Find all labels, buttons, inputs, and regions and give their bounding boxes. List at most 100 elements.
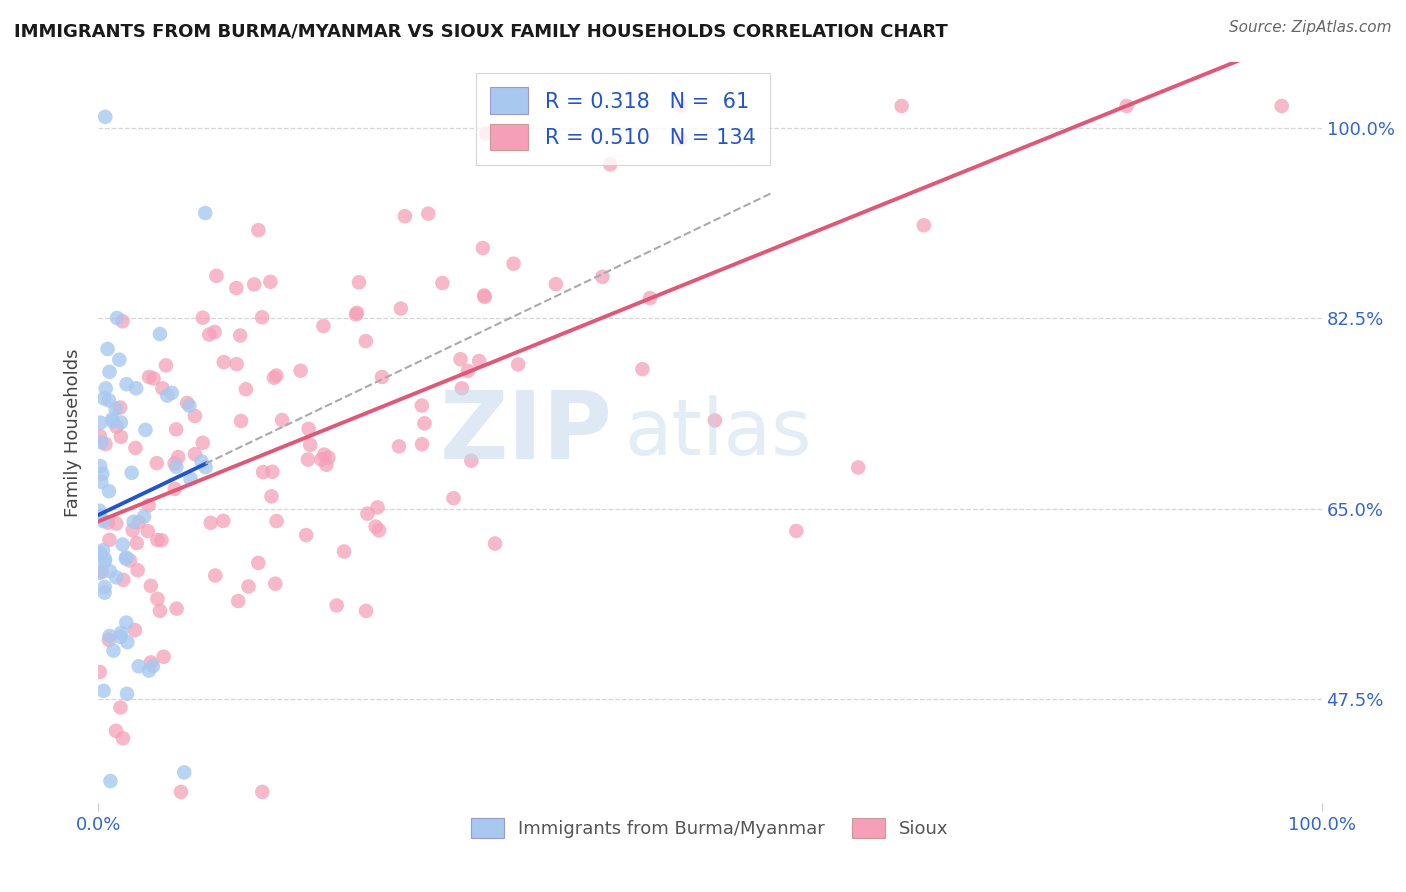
- Text: atlas: atlas: [624, 394, 811, 471]
- Point: [105, 310, 128, 325]
- Point: [260, 490, 283, 504]
- Point: [356, 507, 378, 521]
- Point: [484, 536, 506, 550]
- Point: [97, 484, 120, 499]
- Point: [98, 533, 121, 547]
- Point: [266, 514, 288, 528]
- Point: [443, 491, 465, 506]
- Point: [89, 665, 111, 679]
- Point: [118, 553, 141, 567]
- Point: [115, 550, 138, 565]
- Point: [247, 556, 270, 570]
- Point: [266, 368, 288, 383]
- Point: [150, 533, 173, 548]
- Point: [94, 552, 117, 566]
- Point: [122, 515, 145, 529]
- Point: [110, 416, 132, 430]
- Point: [472, 288, 495, 302]
- Point: [205, 268, 228, 283]
- Point: [312, 319, 335, 334]
- Point: [138, 498, 160, 512]
- Text: IMMIGRANTS FROM BURMA/MYANMAR VS SIOUX FAMILY HOUSEHOLDS CORRELATION CHART: IMMIGRANTS FROM BURMA/MYANMAR VS SIOUX F…: [14, 22, 948, 40]
- Point: [111, 731, 134, 746]
- Point: [94, 381, 117, 395]
- Point: [252, 465, 274, 479]
- Point: [105, 516, 128, 531]
- Point: [468, 354, 491, 368]
- Point: [149, 604, 172, 618]
- Point: [388, 439, 411, 453]
- Point: [1115, 99, 1137, 113]
- Point: [179, 399, 201, 413]
- Point: [225, 281, 247, 295]
- Point: [846, 460, 869, 475]
- Point: [354, 334, 377, 348]
- Point: [311, 452, 333, 467]
- Point: [259, 275, 281, 289]
- Point: [125, 381, 148, 395]
- Point: [89, 509, 111, 524]
- Point: [890, 99, 912, 113]
- Point: [394, 209, 416, 223]
- Point: [89, 546, 111, 560]
- Point: [108, 401, 131, 415]
- Point: [138, 664, 160, 678]
- Point: [110, 625, 132, 640]
- Point: [142, 371, 165, 385]
- Point: [204, 568, 226, 582]
- Point: [167, 450, 190, 464]
- Point: [176, 396, 198, 410]
- Point: [93, 392, 115, 406]
- Point: [170, 785, 193, 799]
- Point: [117, 635, 139, 649]
- Point: [389, 301, 412, 316]
- Point: [100, 774, 122, 789]
- Point: [212, 514, 235, 528]
- Point: [194, 460, 217, 475]
- Point: [110, 630, 132, 644]
- Point: [89, 459, 111, 474]
- Point: [271, 413, 294, 427]
- Point: [112, 573, 135, 587]
- Point: [127, 563, 149, 577]
- Point: [94, 437, 117, 451]
- Point: [1271, 99, 1294, 113]
- Point: [198, 327, 221, 342]
- Point: [315, 458, 337, 472]
- Point: [160, 385, 183, 400]
- Point: [166, 601, 188, 615]
- Point: [89, 416, 111, 430]
- Point: [297, 422, 319, 436]
- Point: [139, 579, 162, 593]
- Point: [474, 290, 496, 304]
- Point: [346, 306, 368, 320]
- Point: [184, 447, 207, 461]
- Point: [252, 785, 274, 799]
- Point: [115, 615, 138, 630]
- Point: [89, 429, 111, 443]
- Point: [418, 207, 440, 221]
- Point: [229, 414, 252, 428]
- Point: [506, 358, 529, 372]
- Point: [191, 310, 214, 325]
- Point: [156, 388, 179, 402]
- Point: [152, 649, 174, 664]
- Point: [98, 393, 121, 408]
- Point: [149, 326, 172, 341]
- Point: [128, 659, 150, 673]
- Point: [333, 544, 356, 558]
- Point: [194, 206, 217, 220]
- Point: [128, 515, 150, 529]
- Point: [347, 275, 370, 289]
- Point: [136, 524, 159, 538]
- Point: [367, 500, 389, 515]
- Text: Source: ZipAtlas.com: Source: ZipAtlas.com: [1229, 20, 1392, 35]
- Point: [314, 448, 336, 462]
- Point: [101, 414, 124, 428]
- Point: [460, 453, 482, 467]
- Point: [93, 585, 115, 599]
- Point: [263, 370, 285, 384]
- Point: [190, 454, 212, 468]
- Point: [89, 504, 111, 518]
- Point: [591, 269, 613, 284]
